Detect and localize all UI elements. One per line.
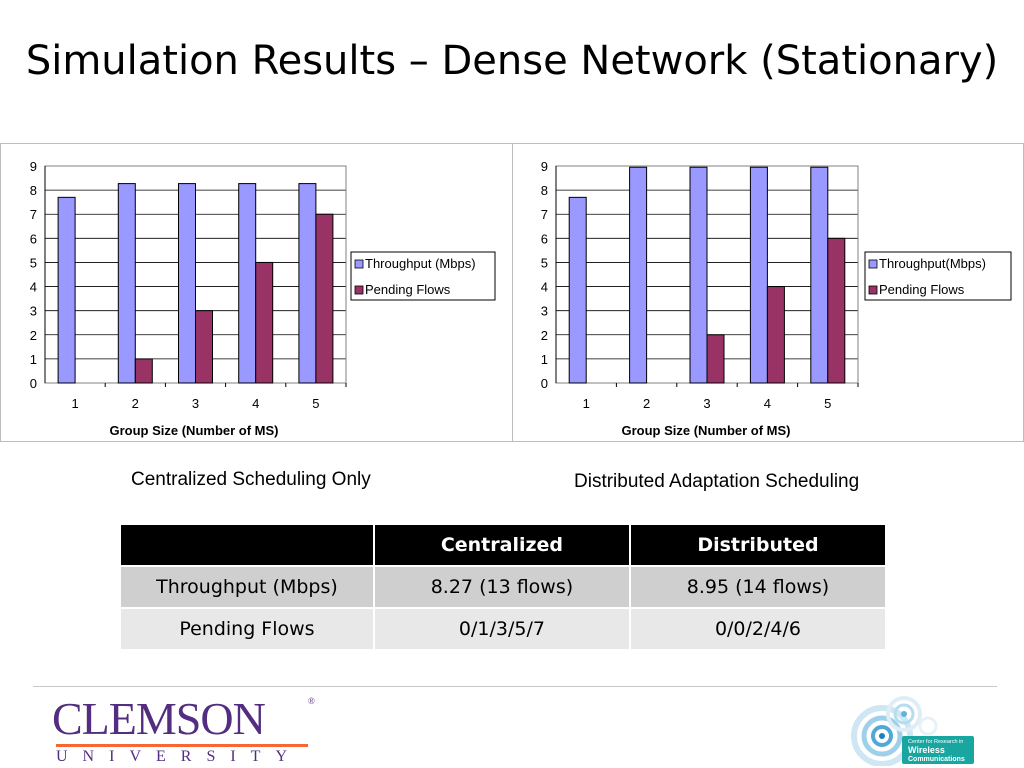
x-tick-label: 2 (132, 396, 139, 411)
bar-throughput (238, 183, 257, 384)
legend-swatch (354, 285, 364, 295)
table-header-centralized: Centralized (372, 523, 631, 567)
bar-throughput (57, 196, 76, 384)
slide-title: Simulation Results – Dense Network (Stat… (25, 38, 999, 84)
legend-label: Throughput (Mbps) (365, 256, 476, 271)
bar-throughput (689, 166, 708, 384)
y-tick-label: 0 (541, 376, 548, 391)
y-tick-label: 0 (30, 376, 37, 391)
table-cell: Throughput (Mbps) (119, 565, 375, 609)
x-tick-label: 4 (252, 396, 259, 411)
bar-throughput (810, 166, 829, 384)
legend (350, 251, 496, 301)
crwc-line-3: Communications (908, 756, 965, 763)
bar-pending-flows (134, 358, 153, 384)
bar-pending-flows (766, 286, 785, 384)
table-cell: 0/1/3/5/7 (372, 607, 631, 651)
y-tick-label: 9 (30, 159, 37, 174)
chart-distributed-svg: 0 1 2 3 4 5 6 7 8 9 1 2 3 4 5 Group Size (Number of MS)… (541, 159, 1012, 438)
legend-swatch (868, 285, 878, 295)
caption-centralized: Centralized Scheduling Only (131, 469, 371, 490)
x-axis-label: Group Size (Number of MS) (110, 423, 279, 438)
crwc-line-1: Center for Research in (908, 739, 963, 745)
bar-pending-flows (255, 261, 274, 384)
y-tick-label: 3 (30, 304, 37, 319)
y-tick-label: 3 (541, 304, 548, 319)
bar-pending-flows (315, 213, 334, 384)
crwc-label-box (902, 736, 974, 764)
bar-pending-flows (827, 237, 846, 384)
y-tick-label: 6 (30, 231, 37, 246)
legend-swatch (868, 259, 878, 269)
y-tick-label: 9 (541, 159, 548, 174)
y-tick-label: 7 (30, 207, 37, 222)
table-header-row: Centralized Distributed (119, 523, 888, 567)
y-tick-label: 8 (541, 183, 548, 198)
legend-label: Pending Flows (879, 282, 965, 297)
bar-throughput (629, 166, 648, 384)
y-tick-label: 1 (30, 352, 37, 367)
x-tick-label: 3 (703, 396, 710, 411)
table-cell: Pending Flows (119, 607, 375, 651)
y-tick-label: 5 (30, 255, 37, 270)
y-tick-label: 2 (30, 328, 37, 343)
chart-distributed: 0 1 2 3 4 5 6 7 8 9 1 2 3 4 5 Group Size (Number of MS)… (512, 143, 1024, 442)
table-row: Pending Flows 0/1/3/5/7 0/0/2/4/6 (119, 607, 888, 651)
table-cell: 8.27 (13 flows) (372, 565, 631, 609)
y-tick-label: 5 (541, 255, 548, 270)
x-tick-label: 2 (643, 396, 650, 411)
registered-mark: ® (308, 696, 315, 706)
table-cell: 0/0/2/4/6 (628, 607, 888, 651)
bar-throughput (178, 183, 196, 384)
bar-throughput (117, 183, 136, 384)
bar-pending-flows (195, 310, 213, 384)
legend (864, 251, 1012, 301)
x-axis-label: Group Size (Number of MS) (622, 423, 791, 438)
x-tick-label: 1 (71, 396, 78, 411)
y-tick-label: 7 (541, 207, 548, 222)
table-row: Throughput (Mbps) 8.27 (13 flows) 8.95 (… (119, 565, 888, 609)
bar-throughput (749, 166, 768, 384)
chart-centralized-svg: 0 1 2 3 4 5 6 7 8 9 1 2 3 4 5 Group Size (Number of MS)… (30, 159, 496, 438)
x-tick-label: 3 (192, 396, 199, 411)
bar-pending-flows (706, 334, 725, 384)
y-tick-label: 2 (541, 328, 548, 343)
clemson-wordmark: CLEMSON (52, 693, 266, 744)
x-tick-label: 5 (312, 396, 319, 411)
legend-label: Throughput(Mbps) (879, 256, 986, 271)
crwc-line-2: Wireless (908, 745, 945, 755)
clemson-university-text: UNIVERSITY (56, 748, 302, 765)
crwc-logo: Center for Research in Wireless Communic… (851, 696, 974, 766)
results-table: Centralized Distributed Throughput (Mbps… (119, 523, 888, 651)
caption-distributed: Distributed Adaptation Scheduling (574, 471, 860, 492)
y-tick-label: 1 (541, 352, 548, 367)
x-tick-label: 4 (764, 396, 771, 411)
chart-centralized: 0 1 2 3 4 5 6 7 8 9 1 2 3 4 5 Group Size (Number of MS)… (0, 143, 513, 442)
bar-throughput (298, 183, 317, 384)
clemson-logo: CLEMSON UNIVERSITY ® (52, 696, 322, 766)
bar-throughput (568, 196, 587, 384)
y-tick-label: 4 (30, 280, 37, 295)
table-header-distributed: Distributed (628, 523, 888, 567)
legend-label: Pending Flows (365, 282, 451, 297)
table-header-blank (119, 523, 375, 567)
x-tick-label: 5 (824, 396, 831, 411)
y-tick-label: 6 (541, 231, 548, 246)
legend-swatch (354, 259, 364, 269)
footer-divider (33, 686, 997, 687)
x-tick-label: 1 (583, 396, 590, 411)
y-tick-label: 4 (541, 280, 548, 295)
clemson-logo-rule (56, 744, 308, 747)
table-cell: 8.95 (14 flows) (628, 565, 888, 609)
y-tick-label: 8 (30, 183, 37, 198)
